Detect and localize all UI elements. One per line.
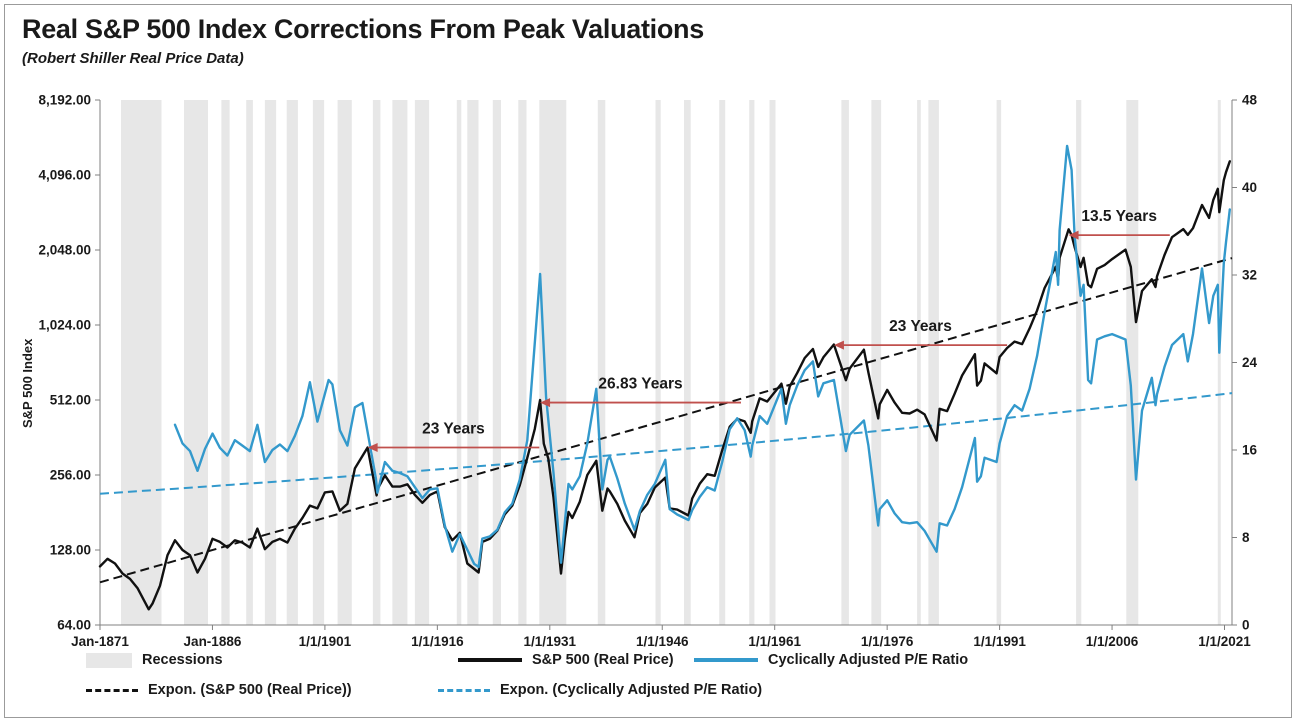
svg-text:26.83 Years: 26.83 Years [598, 376, 682, 393]
legend-item-cape-trend: Expon. (Cyclically Adjusted P/E Ratio) [438, 682, 762, 698]
legend-swatch-cape [694, 658, 758, 662]
svg-text:23 Years: 23 Years [889, 318, 952, 335]
svg-text:1/1/1931: 1/1/1931 [524, 634, 577, 649]
legend-swatch-sp500-trend [86, 688, 138, 692]
legend-label-cape-trend: Expon. (Cyclically Adjusted P/E Ratio) [500, 682, 763, 698]
svg-text:1/1/1961: 1/1/1961 [748, 634, 801, 649]
legend-item-sp500: S&P 500 (Real Price) [458, 652, 674, 668]
svg-text:64.00: 64.00 [57, 618, 91, 633]
svg-text:40: 40 [1242, 180, 1257, 195]
svg-text:24: 24 [1242, 355, 1258, 370]
svg-text:8,192.00: 8,192.00 [38, 93, 91, 108]
svg-text:1/1/2006: 1/1/2006 [1086, 634, 1139, 649]
legend-item-sp500-trend: Expon. (S&P 500 (Real Price)) [86, 682, 352, 698]
legend-item-recessions: Recessions [86, 652, 223, 668]
chart-title: Real S&P 500 Index Corrections From Peak… [22, 14, 704, 44]
legend-label-sp500-trend: Expon. (S&P 500 (Real Price)) [148, 682, 352, 698]
svg-text:0: 0 [1242, 618, 1250, 633]
svg-text:Jan-1871: Jan-1871 [71, 634, 129, 649]
legend-item-cape: Cyclically Adjusted P/E Ratio [694, 652, 968, 668]
svg-text:1/1/1991: 1/1/1991 [973, 634, 1026, 649]
chart-subtitle: (Robert Shiller Real Price Data) [22, 50, 244, 67]
svg-text:1/1/1916: 1/1/1916 [411, 634, 464, 649]
svg-text:1/1/1946: 1/1/1946 [636, 634, 689, 649]
svg-text:23 Years: 23 Years [422, 421, 485, 438]
svg-text:1,024.00: 1,024.00 [38, 318, 91, 333]
svg-text:512.00: 512.00 [50, 393, 91, 408]
svg-text:2,048.00: 2,048.00 [38, 243, 91, 258]
svg-text:Jan-1886: Jan-1886 [184, 634, 242, 649]
svg-text:4,096.00: 4,096.00 [38, 168, 91, 183]
svg-text:8: 8 [1242, 530, 1250, 545]
legend-label-cape: Cyclically Adjusted P/E Ratio [768, 652, 969, 668]
legend-swatch-cape-trend [438, 688, 490, 692]
svg-text:48: 48 [1242, 93, 1258, 108]
legend-swatch-recessions [86, 652, 132, 668]
legend-swatch-sp500 [458, 658, 522, 662]
svg-text:1/1/1976: 1/1/1976 [861, 634, 914, 649]
legend-label-sp500: S&P 500 (Real Price) [532, 652, 674, 668]
svg-text:13.5 Years: 13.5 Years [1081, 208, 1157, 225]
legend-label-recessions: Recessions [142, 652, 223, 668]
svg-text:1/1/1901: 1/1/1901 [299, 634, 352, 649]
svg-text:256.00: 256.00 [50, 468, 91, 483]
svg-text:32: 32 [1242, 268, 1257, 283]
svg-text:128.00: 128.00 [50, 543, 91, 558]
svg-text:1/1/2021: 1/1/2021 [1198, 634, 1251, 649]
svg-text:16: 16 [1242, 443, 1258, 458]
